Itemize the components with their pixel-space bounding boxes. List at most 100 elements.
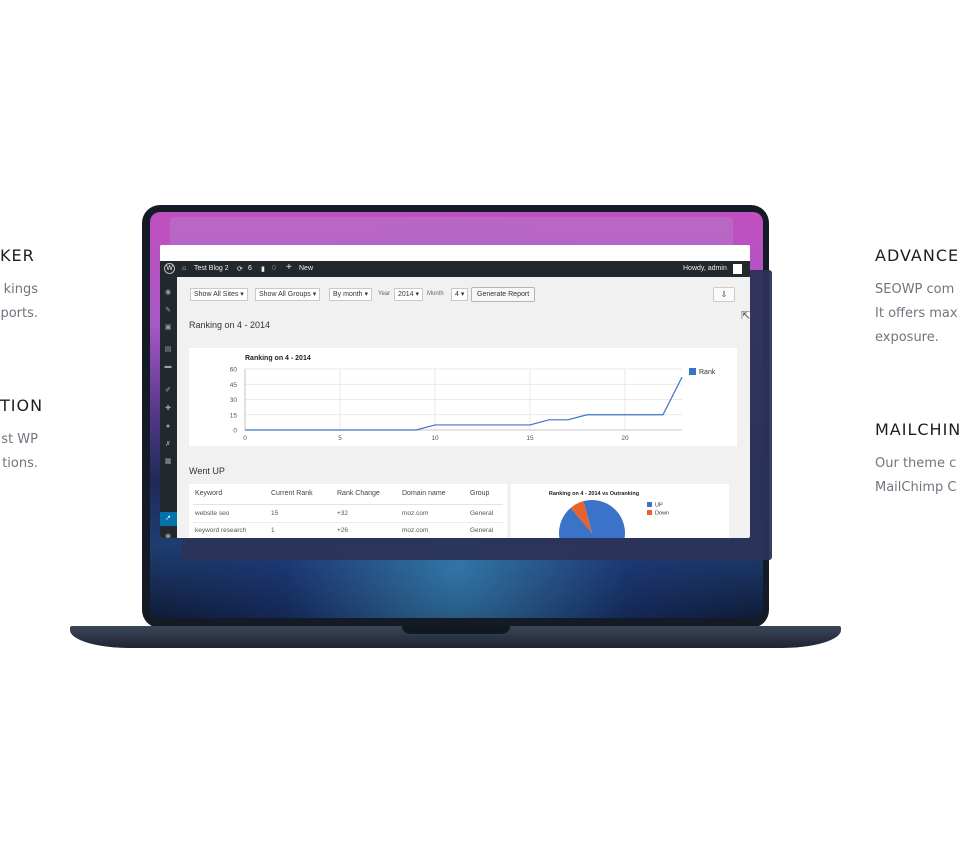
howdy-user[interactable]: Howdy, admin [683,265,727,272]
month-select[interactable]: 4 ▾ [451,288,469,301]
feature-line: Our theme c [875,456,957,471]
table-cell: moz.com [402,527,429,534]
table-cell: keyword research [195,527,247,534]
comments-menu-icon[interactable]: ▬ [164,363,172,370]
year-select-value: 2014 [398,291,414,298]
sidebar-active-item[interactable] [160,512,177,526]
year-select[interactable]: 2014 ▾ [394,288,424,301]
feature-line: st WP [1,432,38,447]
plugins-icon[interactable]: ✚ [165,405,171,412]
appearance-icon[interactable]: ✐ [165,387,171,394]
mouse-cursor-icon: ⇱ [741,310,751,322]
table-cell: 1 [271,527,275,534]
period-select[interactable]: By month ▾ [329,288,373,301]
x-tick-label: 20 [621,435,629,442]
table-header-group[interactable]: Group [470,490,490,497]
feature-line: SEOWP com [875,282,955,297]
table-divider [193,504,503,505]
pages-icon[interactable]: ▤ [164,346,172,353]
legend-swatch [647,502,652,507]
avatar[interactable] [733,264,742,274]
report-title: Ranking on 4 - 2014 [189,320,271,330]
home-icon[interactable]: ⌂ [182,265,187,272]
x-tick-label: 5 [338,435,342,442]
period-select-value: By month [333,291,363,298]
feature-line: ports. [0,306,38,321]
admin-bar: W ⌂ Test Blog 2 ⟳ 6 ▮ 0 + New Howdy, adm… [160,261,750,277]
month-label: Month [427,291,444,297]
admin-sidebar: ◉ ✎ ▣ ▤ ▬ ✐ ✚ ● ✗ ▦ ↗ ◉ [160,277,177,538]
settings-icon[interactable]: ▦ [164,458,172,465]
download-icon[interactable]: ⇩ [713,287,735,302]
feature-line: exposure. [875,330,939,345]
updates-icon[interactable]: ⟳ [237,266,243,273]
rank-tracker-icon[interactable]: ↗ [165,515,171,522]
groups-select-value: Show All Groups [259,291,311,298]
table-cell: General [470,527,494,534]
wordpress-logo-icon[interactable]: W [164,263,175,274]
outranking-pie-chart: Ranking on 4 - 2014 vs Outranking UP Down [549,491,669,538]
posts-icon[interactable]: ✎ [165,307,171,314]
y-tick-label: 15 [230,412,238,419]
generate-report-button[interactable]: Generate Report [471,287,536,302]
y-tick-label: 30 [230,397,238,404]
feature-title: KER [0,246,35,265]
year-label: Year [378,291,391,297]
comments-icon[interactable]: ▮ [261,266,265,273]
feature-title: ADVANCE [875,246,960,265]
media-icon[interactable]: ▣ [164,324,172,331]
laptop-base [70,626,841,648]
wp-admin-window: W ⌂ Test Blog 2 ⟳ 6 ▮ 0 + New Howdy, adm… [160,245,750,538]
chart-title: Ranking on 4 - 2014 [245,355,311,362]
legend-label: Down [655,511,669,517]
dashboard-icon[interactable]: ◉ [164,289,172,296]
table-header-current-rank[interactable]: Current Rank [271,490,313,497]
feature-line: kings [3,282,38,297]
feature-text: st WP tions. [0,428,38,476]
chart-title: Ranking on 4 - 2014 vs Outranking [549,491,639,497]
pie-slice-down [570,501,592,533]
table-header-domain-name[interactable]: Domain name [402,490,446,497]
x-tick-label: 10 [431,435,439,442]
legend-label: UP [655,503,663,509]
tools-icon[interactable]: ✗ [165,441,171,448]
pie-slice-up [559,500,625,538]
new-link[interactable]: New [299,265,314,272]
went-up-title: Went UP [189,466,225,476]
table-header-rank-change[interactable]: Rank Change [337,490,380,497]
went-up-table: Keyword Current Rank Rank Change Domain … [189,484,507,538]
site-name-link[interactable]: Test Blog 2 [194,265,229,272]
legend-label: Rank [699,369,716,376]
table-cell: moz.com [402,510,429,517]
table-divider [193,522,503,523]
feature-line: MailChimp C [875,480,957,495]
laptop-notch [402,626,510,634]
series-line [245,376,683,431]
updates-count[interactable]: 6 [248,265,252,272]
y-tick-label: 45 [230,382,238,389]
feature-line: It offers max [875,306,958,321]
table-cell: +26 [337,527,349,534]
collapse-menu-icon[interactable]: ◉ [164,533,172,538]
window-top-strip [160,245,750,261]
feature-line: tions. [2,456,38,471]
ranking-chart-panel: Ranking on 4 - 2014 0 15 30 45 60 0 5 10 15 20 Rank [189,348,737,446]
legend-swatch [647,510,652,515]
feature-title: TION [0,396,44,415]
month-select-value: 4 [455,291,459,298]
feature-text: Our theme c MailChimp C [875,452,956,500]
table-cell: 15 [271,510,279,517]
feature-text: kings ports. [0,278,38,326]
groups-select[interactable]: Show All Groups ▾ [255,288,321,301]
comments-count[interactable]: 0 [272,265,276,272]
sites-select[interactable]: Show All Sites ▾ [190,288,248,301]
x-tick-label: 0 [243,435,247,442]
legend-swatch [689,368,696,375]
add-new-icon[interactable]: + [286,262,292,273]
table-header-keyword[interactable]: Keyword [195,490,223,497]
table-cell: website seo [195,510,230,517]
sites-select-value: Show All Sites [194,291,239,298]
users-icon[interactable]: ● [165,423,171,430]
x-tick-label: 15 [526,435,534,442]
ranking-line-chart: Ranking on 4 - 2014 0 15 30 45 60 0 5 10 15 20 Rank [230,355,716,442]
